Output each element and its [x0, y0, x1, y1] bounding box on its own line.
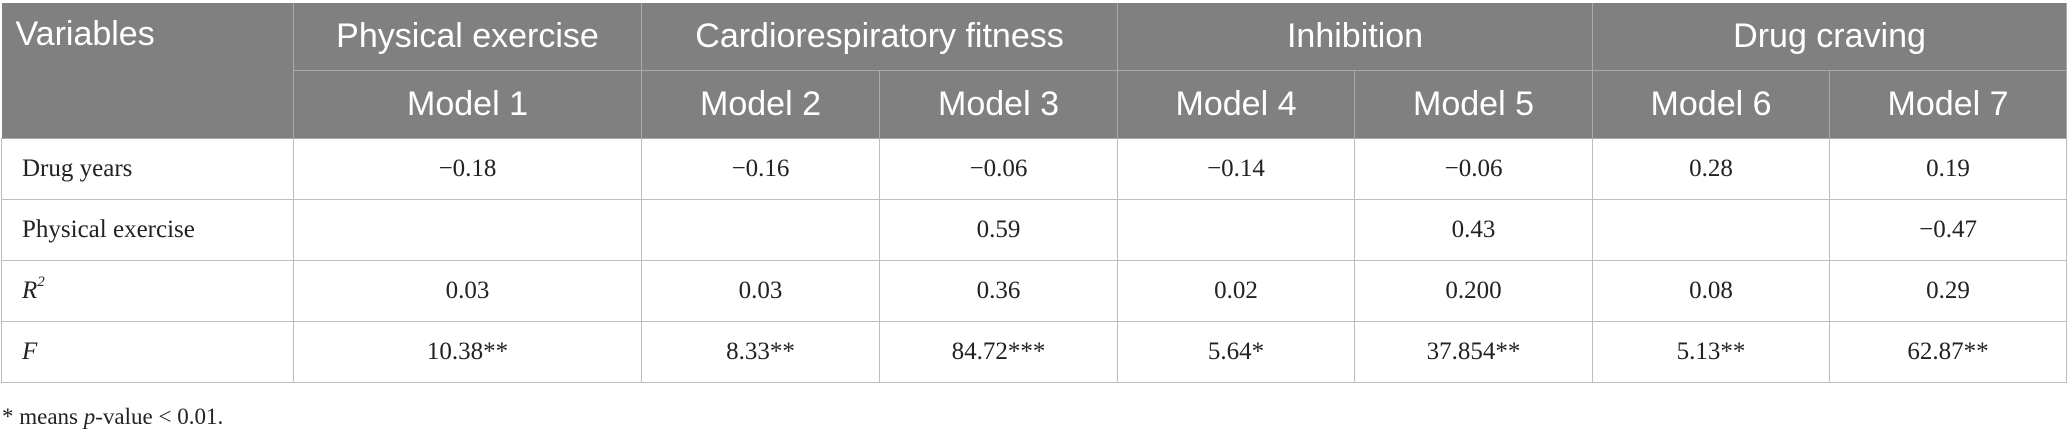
row-label: F: [1, 321, 294, 383]
table-cell: 0.29: [1829, 260, 2067, 322]
header-model-3: Model 3: [878, 70, 1118, 139]
table-cell: 0.02: [1117, 260, 1356, 322]
regression-table: Variables Physical exercise Cardiorespir…: [1, 3, 2067, 383]
row-label: Drug years: [1, 138, 294, 200]
table-cell: 0.59: [878, 199, 1119, 261]
header-model-7: Model 7: [1829, 70, 2067, 139]
header-group-cardiorespiratory-fitness: Cardiorespiratory fitness: [640, 3, 1118, 71]
table-cell: 5.64*: [1117, 321, 1356, 383]
table-row-physical-exercise: Physical exercise 0.59 0.43 −0.47: [1, 199, 2067, 261]
footnote-italic: p: [83, 404, 96, 429]
table-cell: 0.43: [1354, 199, 1594, 261]
header-row-groups: Variables Physical exercise Cardiorespir…: [1, 3, 2067, 139]
table-cell: −0.06: [878, 138, 1119, 200]
table-cell: 0.28: [1592, 138, 1831, 200]
table-cell: [293, 199, 642, 261]
table-cell: [641, 199, 880, 261]
table-cell: 0.19: [1829, 138, 2067, 200]
header-model-6: Model 6: [1592, 70, 1830, 139]
footnote-prefix: * means: [2, 404, 84, 429]
table-cell: [1117, 199, 1356, 261]
header-row-models: Model 1 Model 2 Model 3 Model 4 Model 5 …: [2, 70, 2067, 139]
table-cell: 84.72***: [878, 321, 1119, 383]
table-cell: −0.14: [1117, 138, 1356, 200]
table-cell: −0.47: [1829, 199, 2067, 261]
table-cell: 10.38**: [293, 321, 642, 383]
table-row-drug-years: Drug years −0.18 −0.16 −0.06 −0.14 −0.06…: [1, 138, 2067, 200]
header-group-inhibition: Inhibition: [1117, 3, 1593, 71]
table-cell: 8.33**: [641, 321, 880, 383]
table-cell: 5.13**: [1592, 321, 1831, 383]
table-cell: 37.854**: [1354, 321, 1594, 383]
header-model-1: Model 1: [293, 70, 642, 139]
table-footnote: * means p-value < 0.01.: [2, 404, 223, 430]
table-cell: 0.08: [1592, 260, 1831, 322]
table-cell: 0.200: [1354, 260, 1594, 322]
table-cell: [1592, 199, 1831, 261]
table-cell: 62.87**: [1829, 321, 2067, 383]
table-row-r-squared: R2 0.03 0.03 0.36 0.02 0.200 0.08 0.29: [1, 260, 2067, 322]
header-model-5: Model 5: [1354, 70, 1593, 139]
row-label-superscript: 2: [37, 274, 45, 290]
header-variables: Variables: [1, 3, 294, 139]
header-group-physical-exercise: Physical exercise: [293, 3, 642, 71]
table-cell: −0.06: [1354, 138, 1594, 200]
row-label: R2: [1, 260, 294, 322]
header-group-drug-craving: Drug craving: [1592, 3, 2067, 71]
table-cell: 0.03: [641, 260, 880, 322]
table-cell: −0.16: [641, 138, 880, 200]
table-cell: 0.36: [878, 260, 1119, 322]
header-model-4: Model 4: [1117, 70, 1355, 139]
row-label: Physical exercise: [1, 199, 294, 261]
header-model-2: Model 2: [641, 70, 880, 139]
footnote-suffix: -value < 0.01.: [95, 404, 224, 429]
table-cell: −0.18: [293, 138, 642, 200]
row-label-text: R: [22, 277, 38, 304]
table-row-f: F 10.38** 8.33** 84.72*** 5.64* 37.854**…: [1, 321, 2067, 383]
table-cell: 0.03: [293, 260, 642, 322]
